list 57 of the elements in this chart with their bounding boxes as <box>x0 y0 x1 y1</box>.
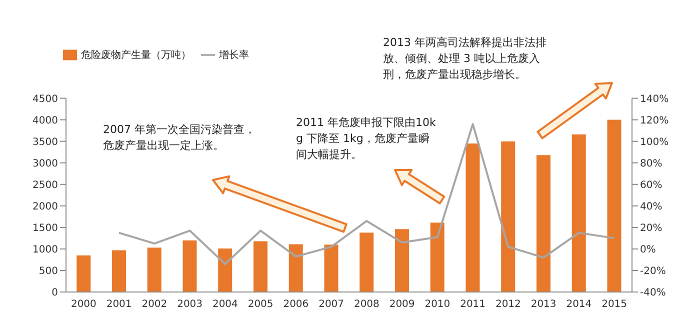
y-tick-label: 2500 <box>32 180 58 191</box>
annotation: 2011 年危废申报下限由10kg 下降至 1kg，危废产量瞬间大幅提升。 <box>296 115 437 163</box>
y2-tick-label: -40% <box>640 288 666 299</box>
x-tick-label: 2010 <box>424 299 450 310</box>
bar <box>360 232 374 292</box>
bar <box>607 120 622 292</box>
text: 2013 年两高司法解释提出非法排放、倾倒、处理 3 吨以上危废入刑，危废产量出现稳步增长。 <box>383 35 548 83</box>
y-tick-label: 2000 <box>32 201 58 212</box>
bar <box>324 244 338 292</box>
y2-tick-label: 140% <box>640 94 669 105</box>
bar <box>253 241 268 292</box>
y-tick-label: 1500 <box>32 222 58 234</box>
y-tick-label: 0 <box>52 288 58 299</box>
x-tick-label: 2014 <box>566 299 592 310</box>
y2-tick-label: 0% <box>640 244 656 256</box>
legend-label: 危险废物产生量（万吨） <box>81 50 191 61</box>
x-tick-label: 2004 <box>212 299 238 310</box>
x-tick-label: 2013 <box>530 299 556 310</box>
bar <box>218 248 232 292</box>
x-tick-label: 2009 <box>389 299 415 310</box>
x-tick-label: 2002 <box>142 299 168 310</box>
x-tick-label: 2008 <box>354 299 380 310</box>
x-tick-label: 2001 <box>106 299 132 310</box>
x-tick-label: 2007 <box>318 299 344 310</box>
x-tick-label: 2006 <box>283 299 309 310</box>
bar <box>394 229 409 292</box>
y2-tick-label: 100% <box>640 136 669 148</box>
bar <box>466 143 480 292</box>
bar <box>76 255 91 292</box>
y2-tick-label: 60% <box>640 180 662 191</box>
y2-tick-label: 20% <box>640 222 662 234</box>
x-tick-label: 2003 <box>177 299 203 310</box>
bar <box>430 222 444 292</box>
y2-tick-label: 80% <box>640 158 662 170</box>
bar <box>147 248 162 292</box>
bar <box>501 141 516 292</box>
x-tick-label: 2000 <box>70 299 96 310</box>
x-tick-label: 2011 <box>460 299 486 310</box>
y-tick-label: 4000 <box>32 115 58 126</box>
y2-tick-label: 40% <box>640 201 662 212</box>
x-tick-label: 2015 <box>602 299 628 310</box>
bar <box>536 155 550 292</box>
y2-tick-label: -20% <box>640 266 666 278</box>
legend-label: 增长率 <box>219 50 249 61</box>
bar <box>112 250 126 292</box>
x-tick-label: 2012 <box>495 299 521 310</box>
y2-tick-label: 120% <box>640 115 669 126</box>
y-tick-label: 3000 <box>32 158 58 170</box>
bar <box>572 134 586 292</box>
bar <box>182 240 197 292</box>
y-tick-label: 4500 <box>32 94 58 105</box>
y-tick-label: 500 <box>38 266 58 278</box>
annotation: 2007 年第一次全国污染普查，危废产量出现一定上涨。 <box>103 122 256 154</box>
x-tick-label: 2005 <box>248 299 274 310</box>
y-tick-label: 3500 <box>32 136 58 148</box>
bar <box>288 244 303 292</box>
y-tick-label: 1000 <box>32 244 58 256</box>
